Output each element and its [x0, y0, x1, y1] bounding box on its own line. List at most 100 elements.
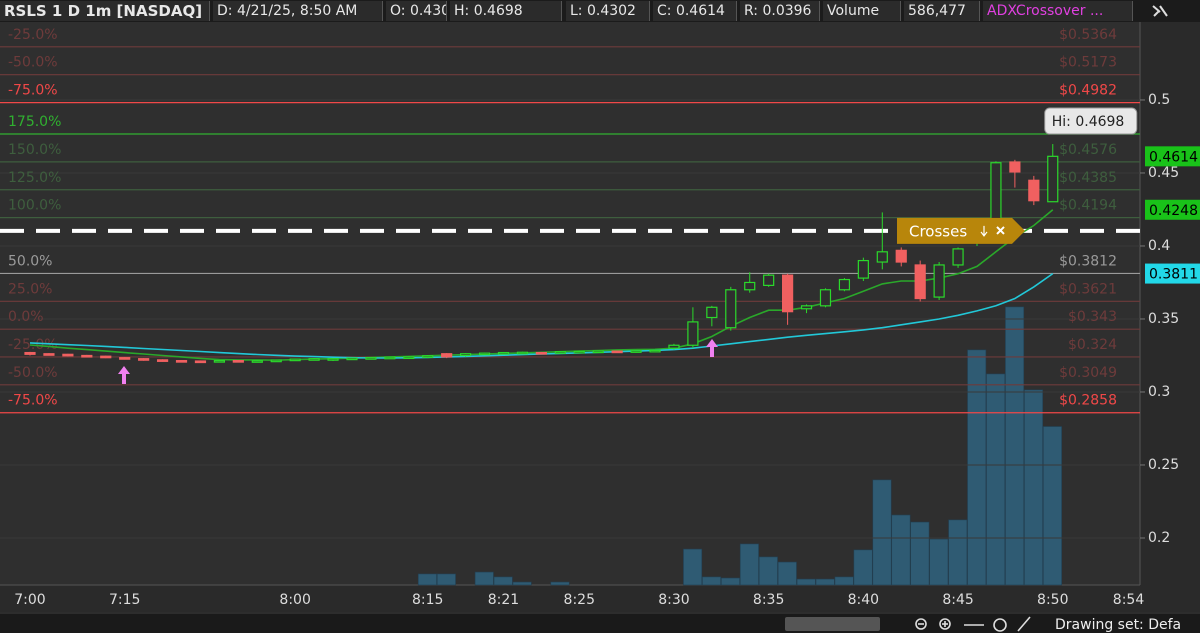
candle-body — [895, 249, 907, 263]
volume-bar — [493, 576, 513, 586]
zoom-out[interactable] — [915, 618, 927, 630]
signal-arrow — [118, 366, 130, 384]
volume-bar — [1005, 306, 1025, 586]
fib-layer: -25.0% $0.5364 -50.0% $0.5173 -75.0% $0.4982 1… — [0, 27, 1140, 414]
y-tick-label: 0.4 — [1148, 238, 1170, 254]
candle-body — [365, 357, 377, 360]
alert-close[interactable] — [996, 226, 1005, 235]
volume-bar — [474, 571, 494, 586]
candle-body — [914, 264, 926, 300]
symbol[interactable]: RSLS 1 D 1m [NASDAQ] — [0, 1, 210, 21]
fib-price: $0.5364 — [1059, 27, 1117, 43]
alert-icon — [980, 225, 988, 237]
price-tag — [1145, 199, 1200, 220]
fib-label: -75.0% — [8, 393, 58, 409]
y-tick-label: 0.3 — [1148, 384, 1170, 400]
volume-bar — [815, 578, 835, 586]
zoom-in[interactable] — [939, 618, 951, 630]
candle-body — [308, 358, 320, 361]
date-field: D: 4/21/25, 8:50 AM — [213, 1, 383, 21]
candle-body — [175, 359, 188, 363]
candle-body — [800, 305, 813, 310]
x-tick-label: 7:00 — [14, 592, 45, 608]
candle-body — [232, 359, 244, 363]
x-tick-label: 8:21 — [488, 592, 519, 608]
candle-body — [422, 355, 434, 358]
volume-bar — [948, 519, 968, 586]
price-tag-label: 0.4614 — [1149, 149, 1198, 165]
draw-icon[interactable] — [1017, 616, 1031, 632]
candle-body — [119, 357, 131, 360]
fib-price: $0.324 — [1068, 337, 1117, 353]
x-tick-label: 7:15 — [109, 592, 140, 608]
y-tick-label: 0.25 — [1148, 457, 1179, 473]
y-tick-label: 0.35 — [1148, 311, 1179, 327]
volume-bar — [683, 548, 703, 586]
zoom-icons[interactable] — [915, 616, 1031, 632]
candle-body — [1009, 161, 1021, 173]
fib-price: $0.4385 — [1059, 170, 1117, 186]
time-axis — [0, 585, 1200, 612]
hi-tooltip — [1044, 107, 1138, 135]
candle-body — [1047, 155, 1059, 203]
x-tick-label: 8:15 — [412, 592, 443, 608]
y-tick-label: 0.5 — [1148, 92, 1170, 108]
candle-body — [857, 259, 869, 279]
candle-body — [592, 350, 604, 354]
candle-body — [668, 344, 680, 349]
settings-icon[interactable] — [1150, 2, 1170, 20]
plot-background — [0, 22, 1140, 585]
x-tick-label: 8:30 — [658, 592, 689, 608]
candle-body — [403, 356, 415, 360]
hi-tooltip-label: Hi: 0.4698 — [1052, 114, 1125, 130]
study-label[interactable]: ADXCrossover ... — [983, 1, 1133, 21]
candle-body — [744, 281, 756, 291]
fib-label: 175.0% — [8, 114, 61, 130]
candle-body — [952, 248, 964, 266]
candle-body — [1028, 179, 1040, 202]
candle-body — [270, 359, 282, 363]
candle-body — [781, 274, 794, 313]
x-tick-label: 8:54 — [1113, 592, 1145, 608]
fib-price: $0.2858 — [1059, 393, 1117, 409]
overlay-layer: Crosses 0.4614 0.4248 0.3811 Hi: 0.4698 — [897, 107, 1200, 284]
candle-body — [43, 353, 55, 356]
x-tick-label: 8:45 — [942, 592, 973, 608]
volume-bar — [702, 576, 722, 586]
candle-body — [611, 350, 623, 354]
high-field: H: 0.4698 — [450, 1, 562, 21]
candle-body — [573, 350, 585, 354]
y-tick-label: 0.45 — [1148, 165, 1179, 181]
volume-bar — [872, 479, 892, 586]
candle-body — [81, 354, 93, 358]
volume-bar — [986, 373, 1006, 586]
y-tick-label: 0.2 — [1148, 530, 1170, 546]
candle-body — [819, 289, 832, 307]
volume-bar — [1024, 389, 1044, 586]
volume-bar — [967, 349, 987, 586]
signal-arrow — [706, 339, 718, 357]
volume-label: Volume — [823, 1, 901, 21]
scroll-thumb[interactable] — [785, 617, 880, 631]
candle-body — [251, 360, 263, 363]
fib-label: -75.0% — [8, 83, 58, 99]
volume-bar — [853, 549, 873, 586]
candle-body — [630, 350, 642, 353]
candle-body — [725, 289, 737, 329]
candle-body — [649, 349, 661, 353]
drawing-set[interactable]: Drawing set: Defa — [1055, 617, 1181, 633]
fib-price: $0.4194 — [1059, 198, 1117, 214]
open-field: O: 0.4303 — [386, 1, 447, 21]
crosshair-icon[interactable] — [993, 618, 1007, 632]
alert-label: Crosses — [909, 222, 967, 240]
header: RSLS 1 D 1m [NASDAQ] D: 4/21/25, 8:50 AM… — [0, 0, 1200, 22]
volume-bar — [891, 514, 911, 586]
fib-price: $0.3812 — [1059, 253, 1117, 269]
price-axis — [1140, 22, 1200, 585]
volume-bar — [777, 561, 797, 586]
close-field: C: 0.4614 — [653, 1, 737, 21]
volume-layer — [417, 306, 1062, 586]
candle-body — [213, 359, 225, 363]
candle-body — [497, 351, 510, 355]
candle-body — [346, 357, 358, 361]
